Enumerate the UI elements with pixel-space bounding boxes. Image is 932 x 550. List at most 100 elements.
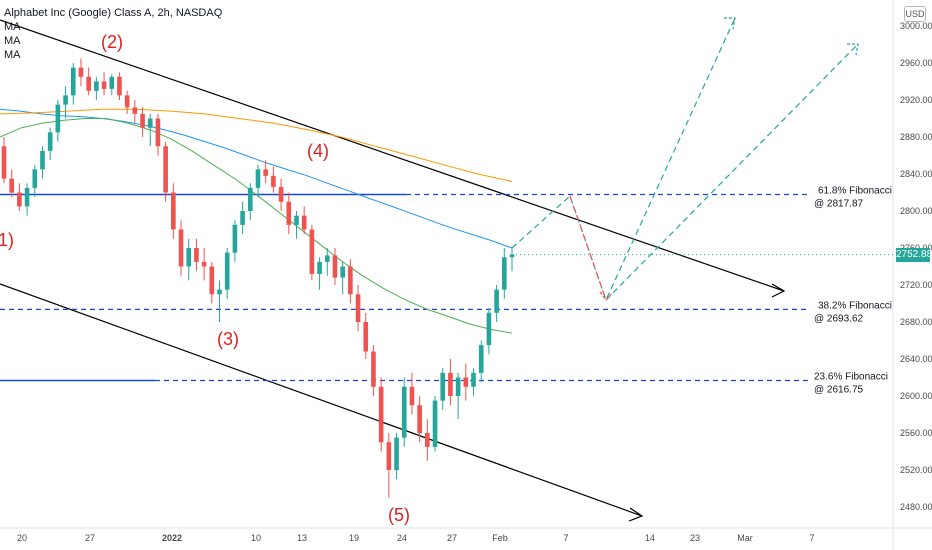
candle-body: [194, 248, 199, 262]
candle-body: [371, 351, 376, 387]
candle-body: [201, 261, 207, 267]
y-tick-label: 2560.00: [900, 428, 932, 438]
y-tick-label: 2720.00: [900, 280, 932, 290]
candle-body: [448, 372, 453, 396]
candle-body: [271, 175, 276, 187]
candle-body: [147, 118, 153, 128]
candle-body: [301, 215, 307, 230]
wave-label: 1): [0, 230, 14, 250]
candle-body: [478, 345, 484, 373]
candle-body: [132, 107, 138, 114]
candle-body: [224, 252, 230, 290]
symbol-title[interactable]: Alphabet Inc (Google) Class A, 2h, NASDA…: [4, 7, 223, 19]
y-tick-label: 2480.00: [900, 502, 932, 512]
indicator-ma-1[interactable]: MA: [4, 21, 21, 33]
x-tick-label: 27: [447, 533, 457, 543]
candle-body: [78, 67, 84, 77]
y-tick-label: 2880.00: [900, 132, 932, 142]
candle-body: [386, 442, 392, 470]
candle-body: [1, 146, 7, 179]
candle-body: [24, 187, 30, 207]
fib-value-label: @ 2693.62: [814, 313, 864, 324]
candle-body: [255, 169, 261, 188]
candle-body: [263, 169, 269, 176]
candle-body: [440, 372, 446, 401]
candle-body: [471, 372, 476, 387]
currency-label[interactable]: USD: [904, 6, 926, 22]
candle-body: [332, 255, 338, 278]
candle-body: [109, 76, 115, 89]
y-tick-label: 2640.00: [900, 354, 932, 364]
candle-body: [425, 433, 430, 447]
candle-body: [294, 215, 299, 225]
candle-body: [401, 386, 407, 438]
indicator-ma-3[interactable]: MA: [4, 49, 21, 61]
last-price-tag: 2752.88: [896, 248, 932, 262]
candle-body: [394, 437, 399, 470]
x-tick-label: 27: [85, 533, 95, 543]
lower-trendline-arrow: [628, 507, 644, 522]
fib-value-label: @ 2817.87: [814, 198, 864, 209]
candle-body: [32, 169, 38, 188]
y-tick-label: 3000.00: [900, 21, 932, 31]
candle-body: [55, 104, 61, 133]
candle-body: [171, 192, 176, 230]
candle-body: [178, 229, 184, 267]
x-tick-label: 14: [645, 533, 655, 543]
candle-body: [63, 95, 68, 105]
x-tick-label: 23: [690, 533, 700, 543]
candle-body: [155, 118, 161, 147]
y-tick-label: 2840.00: [900, 169, 932, 179]
candle-body: [9, 178, 15, 193]
x-tick-label: 7: [809, 533, 814, 543]
moving-average-line: [0, 108, 513, 182]
candle-body: [232, 224, 238, 253]
candle-body: [486, 312, 492, 346]
y-tick-label: 2960.00: [900, 58, 932, 68]
y-tick-label: 2800.00: [900, 206, 932, 216]
fib-label: 38.2% Fibonacci: [818, 300, 892, 311]
candle-body: [286, 201, 292, 225]
projection-arrowhead: [847, 43, 859, 56]
wave-label: (4): [307, 141, 329, 161]
moving-average-line: [0, 118, 513, 334]
wave-label: (5): [388, 505, 410, 525]
candle-body: [363, 322, 369, 352]
y-tick-label: 2680.00: [900, 317, 932, 327]
x-tick-label: 19: [349, 533, 359, 543]
candle-body: [124, 95, 130, 108]
candle-body: [509, 254, 515, 258]
candle-body: [348, 266, 353, 295]
fib-value-label: @ 2616.75: [814, 385, 864, 396]
projection-pullback-leg: [569, 195, 607, 301]
projection-path-secondary: [605, 43, 859, 301]
candle-body: [378, 386, 384, 443]
candle-body: [186, 248, 192, 267]
y-tick-label: 2920.00: [900, 95, 932, 105]
candle-body: [317, 261, 322, 274]
candle-body: [217, 289, 222, 295]
lower-trendline: [0, 283, 643, 517]
candle-body: [117, 76, 122, 96]
candle-body: [101, 81, 107, 89]
candle-body: [409, 386, 415, 406]
projection-path-primary: [511, 17, 736, 302]
chart-header: Alphabet Inc (Google) Class A, 2h, NASDA…: [4, 6, 222, 62]
candle-body: [40, 150, 45, 170]
wave-label: (2): [101, 32, 123, 52]
candle-body: [17, 192, 22, 207]
candle-body: [340, 266, 345, 278]
candle-body: [417, 405, 422, 433]
projection-arrowhead: [724, 17, 736, 30]
candle-body: [463, 377, 469, 387]
candle-body: [70, 67, 76, 96]
upper-trendline-arrow: [771, 283, 786, 298]
candle-body: [140, 113, 145, 128]
x-tick-label: 13: [297, 533, 307, 543]
y-tick-label: 2600.00: [900, 391, 932, 401]
candle-body: [432, 400, 438, 447]
x-tick-label: 2022: [162, 533, 182, 543]
indicator-ma-2[interactable]: MA: [4, 35, 21, 47]
candle-body: [163, 146, 168, 193]
